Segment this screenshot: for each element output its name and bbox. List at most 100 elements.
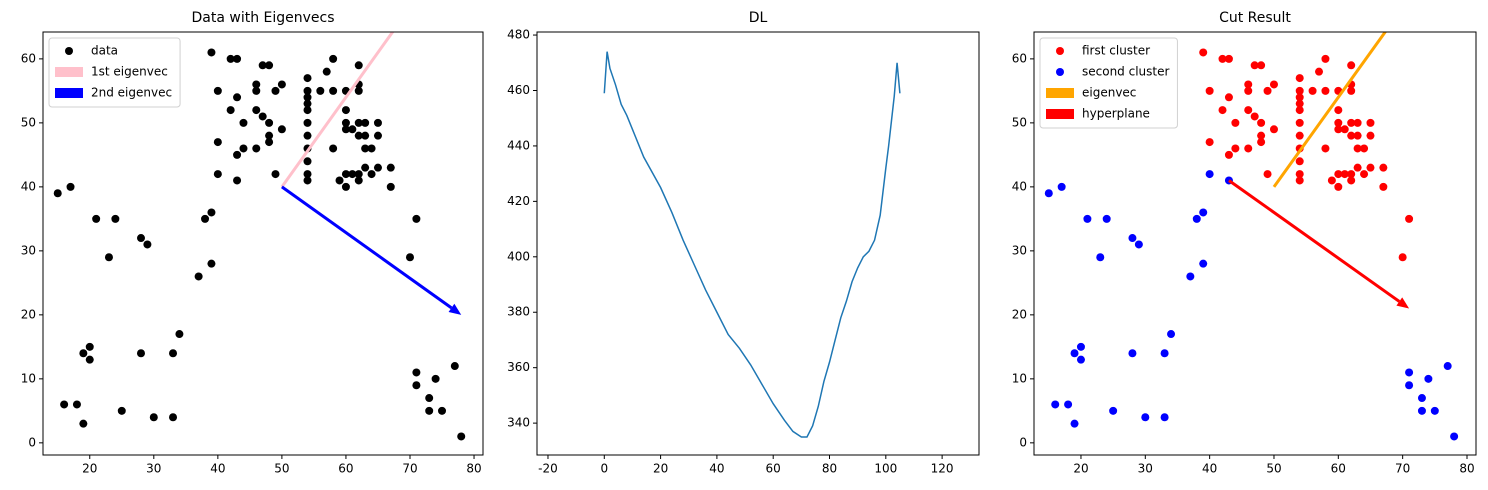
point — [1160, 349, 1169, 358]
chart-title: Data with Eigenvecs — [191, 10, 334, 26]
point — [1315, 67, 1324, 76]
point — [373, 118, 382, 127]
x-tick-label: -20 — [538, 462, 558, 476]
legend: first cluster second cluster eigenvec hyper… — [1039, 37, 1178, 129]
point — [1398, 253, 1407, 262]
point — [207, 208, 216, 217]
point — [1064, 400, 1073, 409]
x-tick-label: 40 — [210, 462, 225, 476]
point — [361, 118, 370, 127]
point — [329, 86, 338, 95]
point — [1070, 419, 1079, 428]
point — [213, 86, 222, 95]
point — [361, 163, 370, 172]
point — [1186, 272, 1195, 281]
point — [1424, 374, 1433, 383]
arrow-head — [1392, 8, 1403, 21]
legend-label: 2nd eigenvec — [91, 86, 172, 100]
point — [1340, 170, 1349, 179]
point — [1295, 74, 1304, 83]
legend: data 1st eigenvec 2nd eigenvec — [48, 37, 181, 108]
point — [367, 144, 376, 153]
y-tick-label: 420 — [507, 194, 530, 208]
point — [1250, 112, 1259, 121]
point — [1405, 381, 1414, 390]
x-tick-label: 80 — [466, 462, 481, 476]
point — [412, 381, 421, 390]
point — [1076, 355, 1085, 364]
point — [329, 144, 338, 153]
x-tick-label: 70 — [1395, 462, 1410, 476]
point — [361, 144, 370, 153]
point — [258, 112, 267, 121]
x-tick-label: 20 — [1073, 462, 1088, 476]
point — [373, 131, 382, 140]
point — [252, 144, 261, 153]
legend-patch — [55, 88, 83, 98]
legend-label: eigenvec — [1082, 86, 1136, 100]
point — [117, 406, 126, 415]
point — [354, 170, 363, 179]
point — [60, 400, 69, 409]
point — [79, 419, 88, 428]
x-tick-label: 100 — [874, 462, 897, 476]
point — [169, 349, 178, 358]
point — [252, 80, 261, 89]
point — [1269, 125, 1278, 134]
y-tick-label: 30 — [1012, 243, 1027, 257]
x-tick-label: 60 — [766, 462, 781, 476]
point — [1257, 61, 1266, 70]
point — [233, 150, 242, 159]
legend-label: data — [91, 44, 118, 58]
point — [1321, 144, 1330, 153]
point — [450, 362, 459, 371]
point — [1360, 144, 1369, 153]
point — [1199, 208, 1208, 217]
point — [1269, 80, 1278, 89]
point — [341, 170, 350, 179]
legend-box — [1039, 37, 1178, 129]
point — [1205, 138, 1214, 147]
point — [1347, 86, 1356, 95]
y-tick-label: 0 — [28, 435, 36, 449]
point — [303, 131, 312, 140]
point — [1405, 368, 1414, 377]
arrow-shaft — [1228, 179, 1401, 303]
y-tick-label: 50 — [21, 115, 36, 129]
point — [265, 131, 274, 140]
point — [1417, 394, 1426, 403]
point — [1057, 182, 1066, 191]
axes-frame — [42, 31, 484, 456]
point — [1353, 144, 1362, 153]
plot-area — [603, 51, 901, 438]
point — [207, 259, 216, 268]
point — [271, 86, 280, 95]
x-tick-label: 60 — [338, 462, 353, 476]
point — [1295, 157, 1304, 166]
point — [1321, 86, 1330, 95]
y-tick-label: 30 — [21, 243, 36, 257]
legend-marker — [1056, 47, 1064, 55]
point — [316, 86, 325, 95]
point — [1083, 214, 1092, 223]
x-tick-label: 20 — [653, 462, 668, 476]
point — [252, 106, 261, 115]
point — [303, 106, 312, 115]
y-tick-label: 10 — [21, 371, 36, 385]
y-tick-label: 20 — [21, 307, 36, 321]
point — [85, 342, 94, 351]
axes-frame — [536, 31, 980, 456]
x-tick-label: 20 — [82, 462, 97, 476]
point — [1244, 144, 1253, 153]
point — [233, 93, 242, 102]
plot-area — [53, 32, 466, 441]
point — [1244, 106, 1253, 115]
point — [1199, 48, 1208, 57]
y-tick-label: 50 — [1012, 115, 1027, 129]
y-tick-label: 440 — [507, 138, 530, 152]
point — [111, 214, 120, 223]
point — [1102, 214, 1111, 223]
point — [277, 125, 286, 134]
point — [1405, 214, 1414, 223]
